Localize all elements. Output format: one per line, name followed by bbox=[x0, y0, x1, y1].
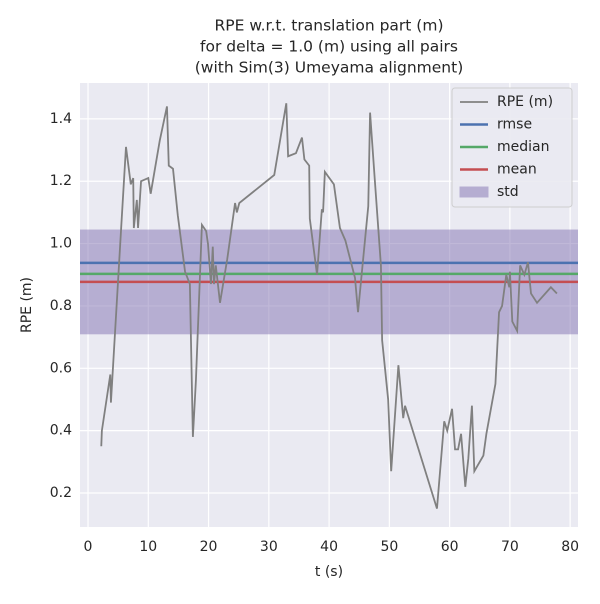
chart-title: for delta = 1.0 (m) using all pairs bbox=[200, 38, 458, 56]
legend: RPE (m) rmse median mean std bbox=[451, 87, 573, 208]
chart-title: (with Sim(3) Umeyama alignment) bbox=[195, 59, 464, 77]
legend-box bbox=[451, 87, 573, 208]
x-tick-label: 40 bbox=[320, 539, 338, 555]
legend-label: RPE (m) bbox=[497, 94, 553, 110]
x-tick-label: 20 bbox=[200, 539, 218, 555]
y-tick-label: 0.6 bbox=[50, 360, 72, 376]
x-tick-label: 80 bbox=[561, 539, 579, 555]
legend-label: rmse bbox=[497, 117, 532, 133]
rpe-line bbox=[100, 103, 558, 509]
x-tick-label: 30 bbox=[260, 539, 278, 555]
y-tick-label: 1.4 bbox=[50, 111, 72, 127]
x-tick-label: 70 bbox=[501, 539, 519, 555]
chart-title: RPE w.r.t. translation part (m) bbox=[214, 17, 443, 35]
y-axis-label: RPE (m) bbox=[19, 277, 35, 333]
x-axis-label: t (s) bbox=[315, 564, 343, 580]
y-tick-label: 0.8 bbox=[50, 298, 72, 314]
marks bbox=[80, 103, 578, 509]
x-tick-label: 10 bbox=[139, 539, 157, 555]
x-tick-label: 50 bbox=[380, 539, 398, 555]
legend-label: std bbox=[497, 184, 519, 200]
y-tick-label: 0.2 bbox=[50, 485, 72, 501]
x-tick-label: 0 bbox=[84, 539, 93, 555]
legend-label: mean bbox=[497, 162, 537, 178]
legend-swatch bbox=[459, 186, 489, 198]
y-tick-label: 1.2 bbox=[50, 173, 72, 189]
legend-label: median bbox=[497, 139, 549, 155]
y-tick-label: 1.0 bbox=[50, 236, 72, 252]
x-tick-label: 60 bbox=[441, 539, 459, 555]
y-tick-label: 0.4 bbox=[50, 423, 72, 439]
